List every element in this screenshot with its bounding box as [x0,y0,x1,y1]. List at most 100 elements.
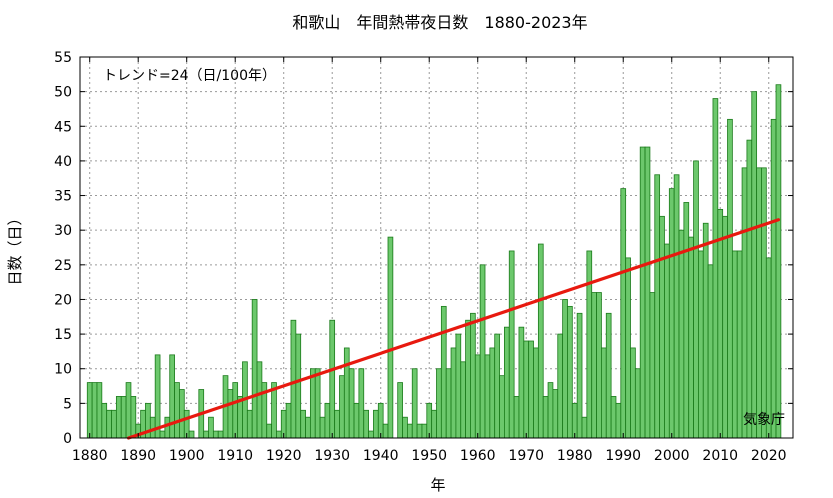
bar [503,326,510,439]
bar [154,354,161,439]
bar [212,430,219,439]
bar [741,167,748,439]
bar [547,382,554,439]
bar [440,305,447,439]
bar [523,340,530,439]
bar [426,402,433,439]
bar [203,430,209,439]
bar [688,236,694,439]
bar [373,409,379,439]
bar [276,430,282,439]
bar [179,389,185,439]
bar [537,243,544,439]
x-tick-label: 1880 [72,448,108,464]
bar [227,389,234,439]
x-tick-label: 2000 [654,448,690,464]
bar [232,382,239,439]
bar [305,416,311,439]
bar [683,202,690,439]
trend-line-group [126,218,781,440]
x-tick-label: 1980 [557,448,593,464]
bar [353,402,360,439]
bar [702,222,709,439]
bar [377,402,384,439]
bar [217,430,224,439]
bar [86,382,93,439]
bar [513,396,520,439]
bar [562,299,568,439]
bar [678,229,685,439]
bar [470,312,476,439]
trend-annotation: トレンド=24（日/100年） [103,68,276,84]
bar [722,215,728,439]
bar [363,409,369,439]
x-tick-label: 2010 [702,448,738,464]
bar [542,396,549,439]
x-tick-label: 1970 [508,448,544,464]
bar [765,257,772,439]
bar [639,146,646,439]
bar [625,257,631,439]
bar [334,409,340,439]
x-tick-label: 1950 [411,448,447,464]
bar [581,416,588,439]
y-tick-label: 45 [54,119,72,135]
bar [431,409,437,439]
bar [460,361,466,439]
bar [615,402,622,439]
bar [445,368,452,439]
bar [421,423,428,439]
y-tick-label: 10 [54,362,72,378]
bar [465,319,471,439]
bar [601,347,607,439]
bar [528,340,534,439]
bar [402,416,408,439]
bar [756,167,762,439]
bar [348,368,355,439]
bar [300,409,306,439]
bar [387,236,394,439]
x-tick-label: 1920 [266,448,302,464]
y-tick-label: 20 [54,292,72,308]
y-tick-label: 15 [54,327,72,343]
y-tick-label: 50 [54,85,72,101]
y-tick-label: 30 [54,223,72,239]
bar [518,326,525,439]
plot-frame [79,56,794,439]
bar [474,354,481,439]
bar [324,402,331,439]
bar [111,409,117,439]
bar [382,423,389,439]
bar [411,368,418,439]
bar [712,98,719,439]
bar [125,382,132,439]
bar [499,375,505,439]
x-tick-label: 1900 [169,448,205,464]
bar [246,409,253,439]
bar [174,382,180,439]
ticks: 0 5 10 15 20 25 30 35 40 45 50 55 1880 1890 1900 1910 19… [54,50,793,464]
bar [251,299,258,439]
y-tick-label: 0 [63,431,72,447]
bar [494,333,500,439]
bar [295,333,302,439]
bar [605,312,612,439]
bar [644,146,651,439]
bar [159,430,166,439]
x-axis-label: 年 [430,476,445,494]
bar [717,208,724,439]
bar [455,333,462,439]
bar [164,416,171,439]
x-tick-label: 1890 [120,448,156,464]
bar [571,402,578,439]
bar [668,188,675,439]
bar [707,264,714,439]
bar [591,292,597,439]
x-tick-label: 1930 [314,448,350,464]
y-tick-label: 35 [54,189,72,205]
bar [416,423,423,439]
bar [285,402,292,439]
bar [290,319,297,439]
bar [596,292,602,439]
